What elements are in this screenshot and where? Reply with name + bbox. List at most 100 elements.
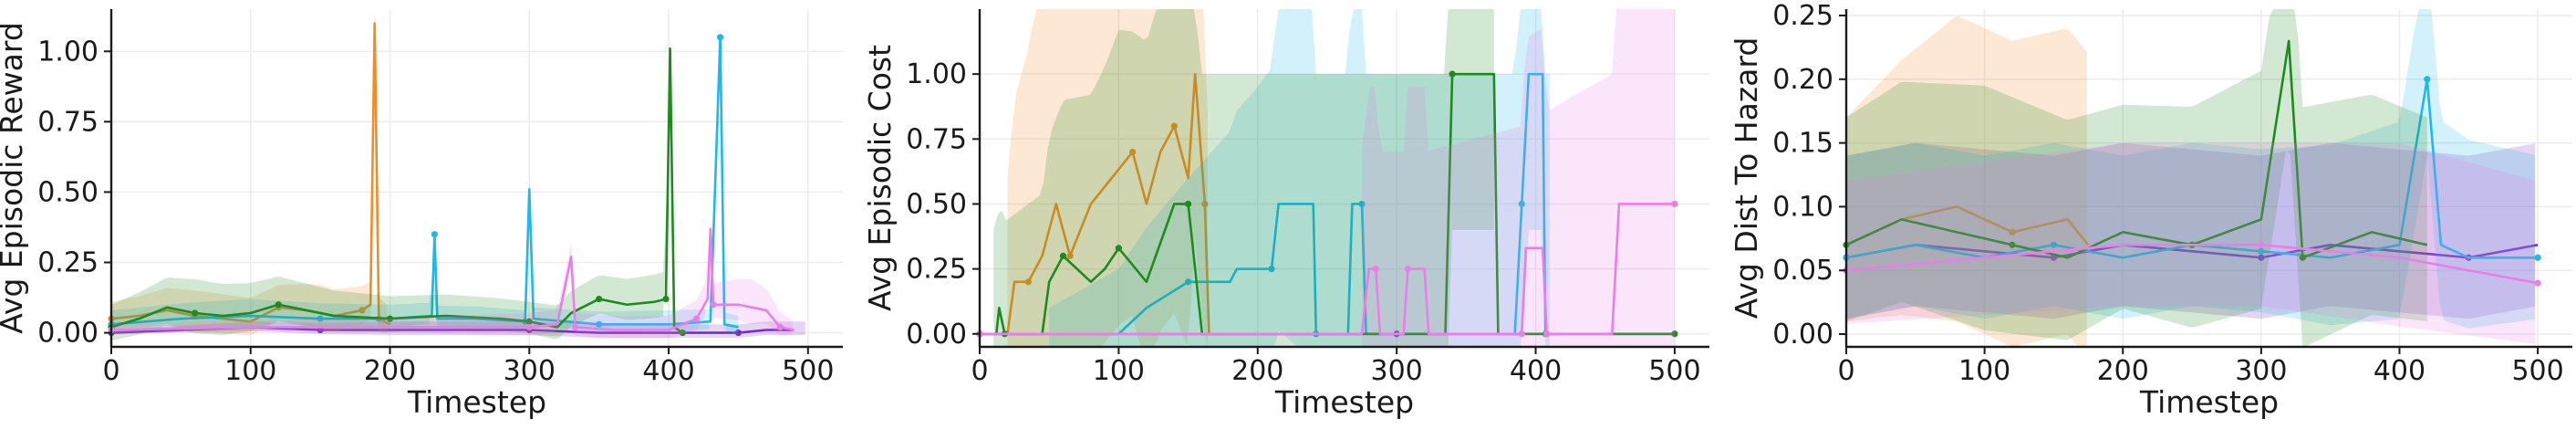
data-point xyxy=(386,315,394,322)
confidence-band xyxy=(111,187,668,341)
data-point xyxy=(358,307,366,314)
data-point xyxy=(1372,266,1379,273)
data-point xyxy=(317,315,324,322)
x-tick-label: 300 xyxy=(2235,355,2287,387)
data-point xyxy=(2258,254,2265,261)
series-2 xyxy=(976,9,1210,347)
data-point xyxy=(525,318,533,325)
confidence-band xyxy=(1049,9,1550,347)
data-point xyxy=(776,323,784,331)
series-line xyxy=(110,227,795,331)
data-point xyxy=(693,315,701,322)
y-tick-label: 0.00 xyxy=(37,318,99,350)
data-point xyxy=(2534,254,2541,261)
series-5 xyxy=(976,9,1678,347)
series-line xyxy=(110,47,684,334)
data-point xyxy=(1449,70,1456,78)
series-line xyxy=(980,203,1675,336)
confidence-band xyxy=(111,9,388,336)
data-point xyxy=(1115,245,1122,252)
confidence-band xyxy=(1007,9,1208,347)
series-5 xyxy=(108,227,795,339)
x-tick-label: 100 xyxy=(224,355,276,387)
data-point xyxy=(525,323,533,331)
x-tick-label: 400 xyxy=(642,355,694,387)
y-tick-label: 0.75 xyxy=(906,123,967,155)
x-axis-label: Timestep xyxy=(1274,384,1414,420)
x-tick-label: 0 xyxy=(102,355,119,387)
data-point xyxy=(1170,122,1178,130)
data-point xyxy=(1518,330,1525,338)
y-axis-label: Avg Episodic Cost xyxy=(862,45,898,311)
data-point xyxy=(1543,330,1551,338)
data-point xyxy=(1184,200,1192,208)
data-point xyxy=(572,323,579,331)
x-tick-label: 300 xyxy=(504,355,556,387)
confidence-band xyxy=(1846,142,2536,319)
data-point xyxy=(1404,266,1411,273)
y-tick-label: 1.00 xyxy=(37,36,99,68)
chart-panel-1: 0 100 200 300 400 500 0.00 0.25 0.50 0.75 1.00 Time… xyxy=(0,9,843,420)
data-point xyxy=(710,301,717,309)
x-axis-label: Timestep xyxy=(2139,384,2279,420)
x-tick-label: 500 xyxy=(1648,355,1700,387)
confidence-band xyxy=(1846,9,2536,329)
data-point xyxy=(734,329,743,337)
data-point xyxy=(2299,254,2306,261)
data-point xyxy=(1358,200,1366,208)
series-line xyxy=(1845,244,2539,259)
x-tick-label: 200 xyxy=(2097,355,2149,387)
y-tick-label: 0.10 xyxy=(1772,191,1833,223)
data-point xyxy=(275,301,282,309)
data-point xyxy=(679,329,686,337)
data-point xyxy=(1066,252,1074,259)
x-tick-label: 100 xyxy=(1093,355,1145,387)
y-tick-label: 0.75 xyxy=(37,106,99,138)
confidence-band xyxy=(111,106,739,334)
data-point xyxy=(716,34,724,41)
data-point xyxy=(662,295,670,303)
x-tick-label: 500 xyxy=(2511,355,2563,387)
data-point xyxy=(1201,200,1209,208)
y-tick-label: 0.25 xyxy=(37,247,99,279)
data-point xyxy=(192,309,199,317)
series-4 xyxy=(108,47,686,341)
x-tick-label: 100 xyxy=(1958,355,2010,387)
y-tick-label: 0.25 xyxy=(906,254,967,286)
data-point xyxy=(1129,148,1137,156)
data-point xyxy=(2424,76,2431,83)
data-point xyxy=(2009,228,2016,235)
y-tick-label: 0.50 xyxy=(37,176,99,208)
series-line xyxy=(1845,39,2428,259)
chart-panel-3: 0 100 200 300 400 500 0.00 0.05 0.10 0.15 0.20 0.25… xyxy=(1729,0,2572,420)
y-axis-label: Avg Episodic Reward xyxy=(0,22,29,334)
y-tick-label: 0.15 xyxy=(1772,128,1833,160)
y-tick-label: 1.00 xyxy=(906,58,967,90)
data-point xyxy=(2258,247,2265,255)
series-line xyxy=(110,22,391,326)
x-tick-label: 0 xyxy=(971,355,988,387)
y-tick-label: 0.00 xyxy=(1772,319,1833,351)
x-tick-label: 500 xyxy=(782,355,834,387)
y-tick-label: 0.00 xyxy=(906,319,967,351)
confidence-band xyxy=(1846,142,2536,344)
data-point xyxy=(1671,200,1678,208)
x-tick-label: 200 xyxy=(1231,355,1283,387)
data-point xyxy=(1184,278,1192,286)
series-line xyxy=(980,72,1210,336)
series-4 xyxy=(1843,9,2428,347)
x-tick-label: 300 xyxy=(1371,355,1423,387)
data-point xyxy=(1518,200,1525,208)
confidence-band xyxy=(993,9,1494,347)
data-point xyxy=(2050,241,2058,248)
data-point xyxy=(1024,278,1032,286)
x-tick-label: 400 xyxy=(1510,355,1562,387)
y-axis-label: Avg Dist To Hazard xyxy=(1729,37,1764,319)
data-point xyxy=(596,295,603,303)
data-point xyxy=(431,231,439,238)
x-tick-label: 200 xyxy=(364,355,416,387)
x-tick-label: 0 xyxy=(1837,355,1854,387)
data-point xyxy=(2258,241,2265,248)
